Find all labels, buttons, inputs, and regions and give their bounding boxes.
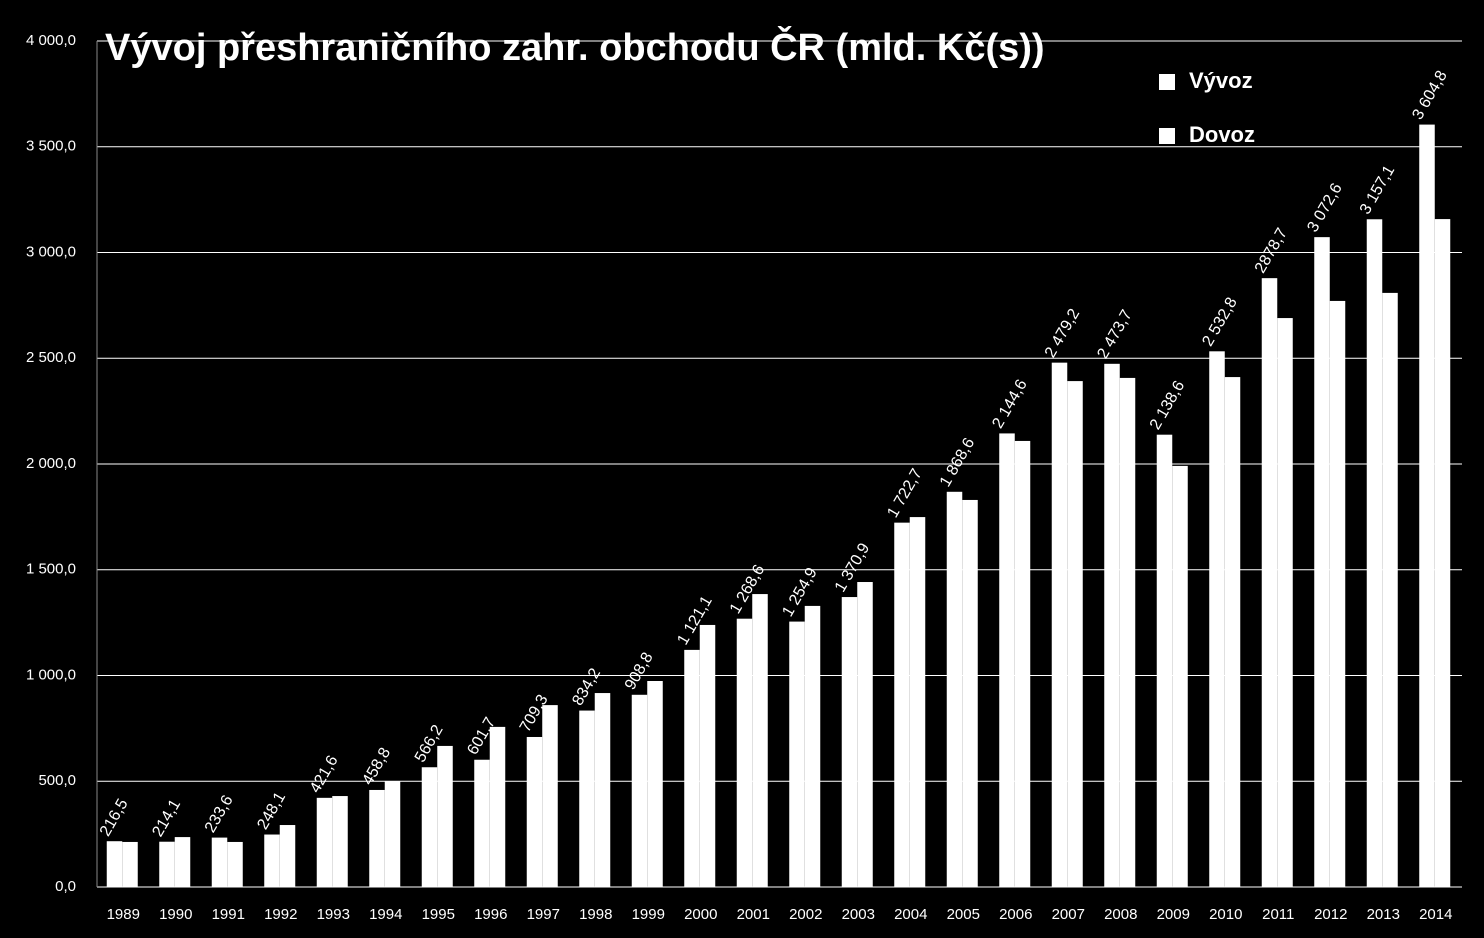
y-tick-label: 3 000,0 (26, 243, 76, 260)
bar (264, 834, 280, 887)
bar (1014, 440, 1031, 887)
bar (647, 680, 663, 887)
bar (384, 781, 401, 887)
bar (699, 624, 716, 887)
x-tick-label: 1994 (369, 906, 402, 923)
bar (489, 726, 506, 887)
bar (841, 597, 858, 887)
bar (421, 767, 438, 887)
bar (159, 841, 175, 887)
x-tick-label: 1997 (527, 906, 560, 923)
bar (736, 618, 753, 887)
bar (106, 841, 123, 887)
bar (437, 745, 453, 887)
x-tick-label: 2000 (684, 906, 717, 923)
bar (1261, 278, 1278, 888)
bar (369, 789, 385, 887)
bar (684, 649, 700, 887)
bar (316, 797, 333, 887)
y-tick-label: 1 000,0 (26, 666, 76, 683)
x-tick-label: 2010 (1209, 906, 1242, 923)
bar (526, 736, 543, 887)
bar (1156, 434, 1173, 887)
x-tick-label: 1999 (632, 906, 665, 923)
bar (542, 705, 558, 887)
legend-swatch (1159, 74, 1175, 90)
x-tick-label: 1995 (422, 906, 455, 923)
x-tick-label: 2014 (1419, 906, 1452, 923)
bar (1209, 351, 1225, 887)
x-tick-label: 1993 (317, 906, 350, 923)
bar (1314, 237, 1330, 888)
bar (804, 605, 821, 887)
bar (789, 621, 805, 887)
bar (332, 796, 348, 887)
x-tick-label: 2013 (1367, 906, 1400, 923)
bar (474, 759, 490, 887)
bar (227, 841, 243, 887)
bar (1434, 219, 1451, 887)
bar (1051, 362, 1068, 888)
bar (122, 841, 138, 887)
x-tick-label: 1991 (212, 906, 245, 923)
bar (211, 837, 228, 887)
x-tick-label: 2002 (789, 906, 822, 923)
legend-label: Dovoz (1189, 122, 1255, 147)
bar (1277, 318, 1293, 887)
bar (279, 825, 296, 887)
bar (1224, 377, 1241, 887)
chart-title: Vývoj přeshraničního zahr. obchodu ČR (m… (105, 24, 1045, 69)
x-tick-label: 2004 (894, 906, 927, 923)
x-tick-label: 2012 (1314, 906, 1347, 923)
y-tick-label: 500,0 (38, 772, 76, 789)
x-tick-label: 2009 (1157, 906, 1190, 923)
y-tick-label: 2 500,0 (26, 349, 76, 366)
legend-swatch (1159, 128, 1175, 144)
x-tick-label: 2007 (1052, 906, 1085, 923)
y-tick-label: 4 000,0 (26, 32, 76, 49)
bar (1329, 300, 1346, 888)
x-tick-label: 1998 (579, 906, 612, 923)
bar (631, 694, 648, 887)
x-tick-label: 2005 (947, 906, 980, 923)
bar (1419, 124, 1435, 888)
bar (1382, 292, 1398, 888)
x-tick-label: 1989 (107, 906, 140, 923)
x-tick-label: 1996 (474, 906, 507, 923)
bar (594, 693, 611, 887)
x-tick-label: 2006 (999, 906, 1032, 923)
bar (946, 491, 963, 887)
bar (1366, 219, 1383, 888)
bar (857, 582, 873, 887)
y-tick-label: 1 500,0 (26, 561, 76, 578)
bar (579, 710, 595, 887)
x-tick-label: 2008 (1104, 906, 1137, 923)
bar (1104, 363, 1120, 887)
bar (1119, 377, 1136, 887)
bar (752, 594, 768, 887)
x-tick-label: 2011 (1262, 906, 1294, 923)
bar (174, 837, 191, 887)
bar (909, 517, 926, 887)
bar (962, 499, 978, 887)
x-tick-label: 2001 (737, 906, 770, 923)
y-tick-label: 0,0 (55, 878, 76, 895)
bar (999, 433, 1015, 887)
x-tick-label: 1990 (159, 906, 192, 923)
y-tick-label: 2 000,0 (26, 455, 76, 472)
bar (894, 522, 910, 887)
x-tick-label: 1992 (264, 906, 297, 923)
x-tick-label: 2003 (842, 906, 875, 923)
y-tick-label: 3 500,0 (26, 138, 76, 155)
legend-label: Vývoz (1189, 68, 1253, 93)
bar (1067, 381, 1083, 887)
bar (1172, 465, 1188, 887)
